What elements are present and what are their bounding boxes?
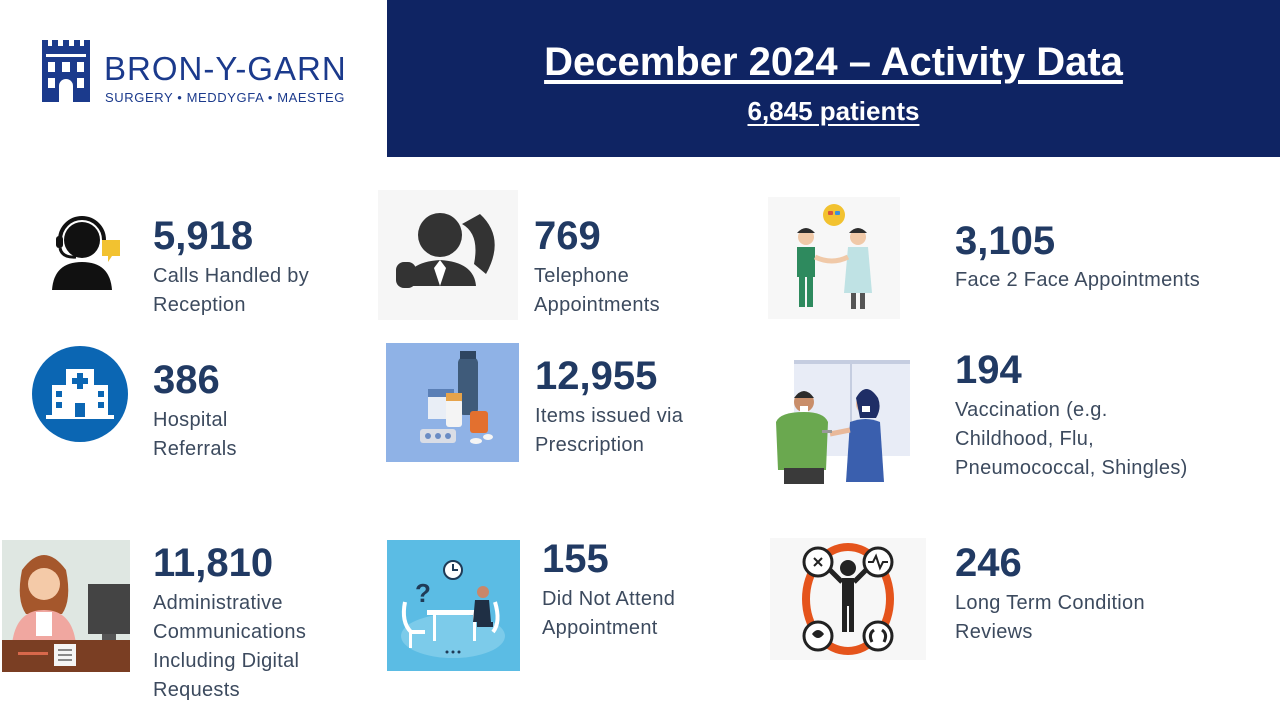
receptionist-headset-icon — [52, 216, 120, 290]
hospital-referrals-label: Hospital Referrals — [153, 409, 237, 460]
vaccination-scene-icon — [776, 360, 910, 484]
long-term-conditions-ring-icon — [770, 538, 926, 660]
did-not-attend-value: 155 — [542, 537, 609, 581]
telephone-caller-icon — [378, 190, 518, 320]
administrative-value: 11,810 — [153, 541, 274, 585]
hospital-referrals-value: 386 — [153, 358, 220, 402]
prescription-items-label: Items issued via Prescription — [535, 405, 684, 456]
telephone-label: Telephone Appointments — [534, 265, 660, 316]
doctor-patient-handshake-icon — [768, 197, 900, 319]
long-term-condition-label: Long Term Condition Reviews — [955, 592, 1145, 643]
practice-name: BRON-Y-GARN — [104, 50, 347, 87]
administrative-label: Administrative Communications Including … — [153, 592, 307, 701]
patient-count: 6,845 patients — [747, 96, 920, 126]
face-to-face-value: 3,105 — [955, 219, 1056, 263]
hospital-building-icon — [32, 346, 128, 442]
page-title: December 2024 – Activity Data — [544, 40, 1123, 84]
practice-subtitle: SURGERY • MEDDYGFA • MAESTEG — [105, 90, 345, 105]
vaccination-value: 194 — [955, 348, 1022, 392]
prescription-items-value: 12,955 — [535, 354, 658, 398]
calls-value: 5,918 — [153, 214, 254, 258]
empty-chair-question-icon: ? — [387, 540, 520, 671]
did-not-attend-label: Did Not Attend Appointment — [542, 588, 676, 639]
medication-bottles-icon — [386, 343, 519, 462]
vaccination-label: Vaccination (e.g. Childhood, Flu, Pneumo… — [955, 399, 1188, 479]
castle-crest-icon — [42, 40, 90, 102]
svg-text:?: ? — [415, 578, 431, 608]
telephone-value: 769 — [534, 214, 601, 258]
administrator-desk-icon — [2, 540, 130, 672]
practice-logo: BRON-Y-GARN SURGERY • MEDDYGFA • MAESTEG — [40, 38, 350, 108]
calls-label: Calls Handled by Reception — [153, 265, 309, 316]
header-banner: December 2024 – Activity Data 6,845 pati… — [387, 0, 1280, 157]
face-to-face-label: Face 2 Face Appointments — [955, 269, 1201, 291]
long-term-condition-value: 246 — [955, 541, 1022, 585]
